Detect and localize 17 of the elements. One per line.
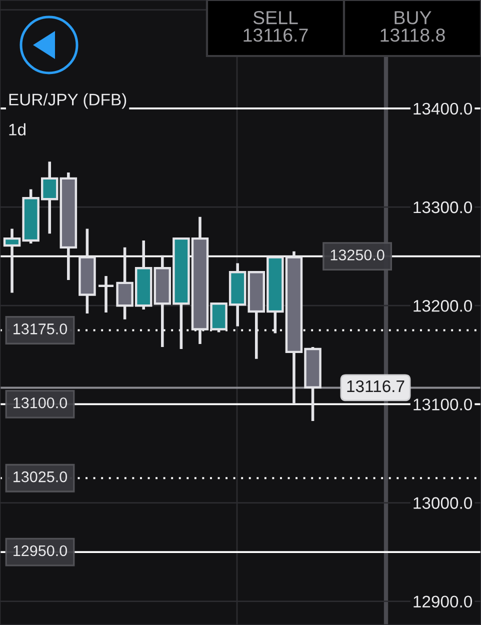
candlestick [97,274,115,314]
ref-line-label: 13250.0 [330,250,384,260]
y-tick-label: 13400.0 [414,102,472,115]
y-tick-label: 13000.0 [414,497,472,509]
y-tick-label: 13100.0 [414,398,472,410]
y-tick-label: 12900.0 [414,596,472,608]
annotation: SELL 13116.7 [244,11,308,42]
text: 1d [9,123,26,136]
ref-line-label: 13116.7 [347,380,404,392]
ref-line-label: 13025.0 [14,471,68,482]
y-tick-label: 13300.0 [414,201,472,214]
annotation: BUY 13118.8 [380,11,445,42]
ref-line-label: 13100.0 [14,397,68,408]
ref-line-label: 12950.0 [14,545,68,556]
text: EUR/JPY (DFB) [9,93,126,109]
y-tick-label: 13200.0 [414,300,472,312]
ref-line-label: 13175.0 [14,324,68,334]
